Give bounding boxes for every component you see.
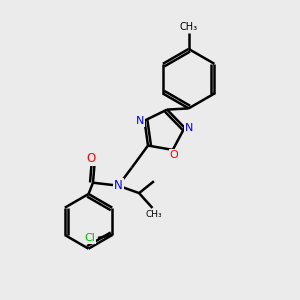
Text: O: O	[170, 150, 178, 160]
Text: CH₃: CH₃	[146, 210, 162, 219]
Text: N: N	[136, 116, 144, 126]
Text: N: N	[185, 123, 193, 133]
Text: O: O	[86, 152, 95, 165]
Text: N: N	[114, 179, 123, 192]
Text: CH₃: CH₃	[180, 22, 198, 32]
Text: Cl: Cl	[84, 233, 95, 243]
